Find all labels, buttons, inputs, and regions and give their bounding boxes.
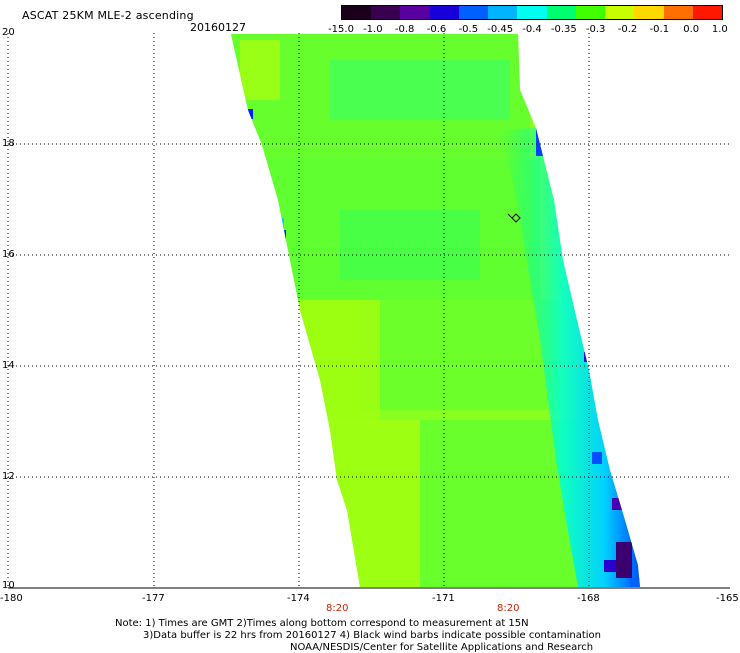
color-scale-segment — [371, 6, 401, 19]
map-grid — [8, 33, 730, 588]
color-scale-label: 0.0 — [683, 24, 700, 35]
x-tick-label: -168 — [577, 593, 600, 604]
color-scale-label: -1.0 — [363, 24, 383, 35]
color-scale-label: -0.3 — [585, 24, 606, 35]
x-tick-label: -180 — [0, 593, 23, 604]
chart-date: 20160127 — [190, 21, 246, 34]
footnote-line-3: NOAA/NESDIS/Center for Satellite Applica… — [290, 642, 594, 653]
color-scale-segment — [663, 6, 693, 19]
color-scale-label: 1.0 — [711, 24, 728, 35]
color-scale-label: -0.5 — [458, 24, 479, 35]
y-tick-label: 10 — [2, 580, 15, 591]
color-scale-label: -0.6 — [426, 24, 447, 35]
color-scale-segment — [546, 6, 576, 19]
color-scale-bar — [341, 5, 723, 20]
x-tick-label: -174 — [287, 593, 310, 604]
color-scale-segment — [517, 6, 547, 19]
color-scale-segment — [605, 6, 635, 19]
x-tick-label: -165 — [716, 593, 739, 604]
wind-barb-marker — [507, 213, 521, 223]
color-scale-segment — [342, 6, 372, 19]
pass-time-label: 8:20 — [497, 603, 520, 614]
color-scale-segment — [692, 6, 723, 19]
footnote-line-2: 3)Data buffer is 22 hrs from 20160127 4)… — [143, 630, 601, 641]
color-scale-label: -0.1 — [649, 24, 670, 35]
y-tick-label: 16 — [2, 249, 15, 260]
color-scale-segment — [634, 6, 664, 19]
color-scale-segment — [400, 6, 430, 19]
color-scale-segment — [429, 6, 459, 19]
color-scale-label: -0.8 — [394, 24, 415, 35]
color-scale-labels: -15.0 -1.0 -0.8 -0.6 -0.5 -0.45 -0.4 -0.35 -0.3-… — [328, 24, 728, 38]
y-tick-label: 20 — [2, 27, 15, 38]
scatterometer-swath — [231, 34, 640, 587]
footnote-line-1: Note: 1) Times are GMT 2)Times along bot… — [115, 618, 529, 629]
y-tick-label: 14 — [2, 360, 15, 371]
chart-title: ASCAT 25KM MLE-2 ascending — [22, 9, 194, 22]
color-scale-label: -0.35 — [550, 24, 577, 35]
color-scale-label: -0.4 — [522, 24, 542, 35]
x-tick-label: -171 — [432, 593, 455, 604]
color-scale-label: -0.45 — [487, 24, 514, 35]
x-tick-label: -177 — [142, 593, 165, 604]
color-scale-segment — [488, 6, 518, 19]
y-tick-label: 18 — [2, 138, 15, 149]
color-scale-label: -0.2 — [617, 24, 638, 35]
y-tick-label: 12 — [2, 471, 15, 482]
color-scale-label: -15.0 — [328, 24, 354, 35]
pass-time-label: 8:20 — [326, 603, 349, 614]
color-scale-segment — [575, 6, 606, 19]
color-scale-segment — [458, 6, 489, 19]
